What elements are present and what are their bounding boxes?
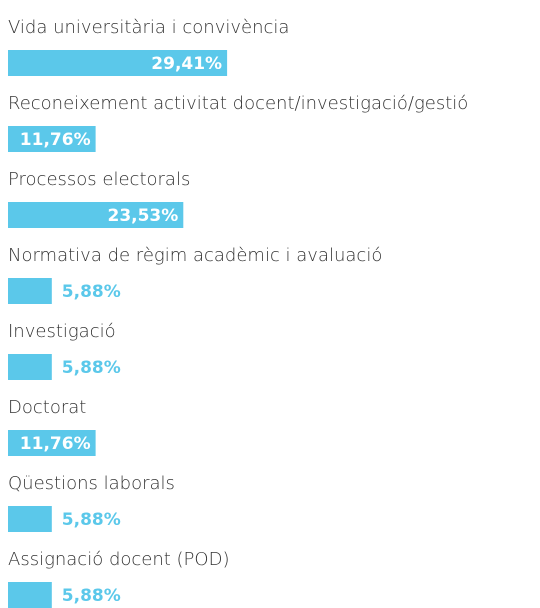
category-label: Vida universitària i convivència (8, 17, 289, 38)
bar (8, 430, 96, 456)
category-label: Assignació docent (POD) (8, 549, 229, 570)
value-label: 11,76% (20, 434, 91, 454)
value-label: 5,88% (62, 510, 121, 530)
value-label: 23,53% (107, 206, 178, 226)
value-label: 29,41% (151, 54, 222, 74)
category-label: Reconeixement activitat docent/investiga… (8, 93, 468, 114)
bar (8, 582, 52, 608)
category-label: Doctorat (8, 397, 86, 418)
bar (8, 506, 52, 532)
value-label: 5,88% (62, 586, 121, 606)
value-label: 5,88% (62, 282, 121, 302)
bar (8, 202, 184, 228)
value-label: 5,88% (62, 358, 121, 378)
category-label: Qüestions laborals (8, 473, 175, 494)
category-label: Investigació (8, 321, 116, 342)
category-label: Processos electorals (8, 169, 190, 190)
bar (8, 126, 96, 152)
bar (8, 50, 228, 76)
bar (8, 354, 52, 380)
value-label: 11,76% (20, 130, 91, 150)
category-label: Normativa de règim acadèmic i avaluació (8, 245, 382, 266)
bar (8, 278, 52, 304)
